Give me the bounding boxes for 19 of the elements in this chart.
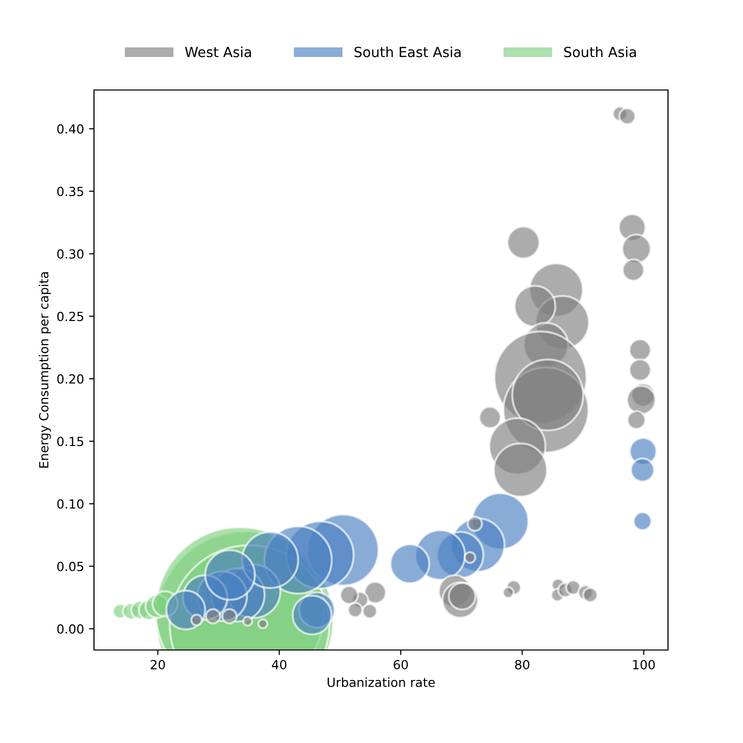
x-tick-label: 20: [150, 660, 165, 670]
y-tick-label: 0.30: [57, 249, 84, 259]
x-tick-label: 100: [633, 660, 655, 670]
x-axis-title: Urbanization rate: [328, 677, 435, 688]
x-tick-label: 80: [515, 660, 530, 670]
legend-label: South Asia: [564, 46, 636, 58]
x-tick-label: 40: [272, 660, 286, 670]
y-tick-label: 0.15: [57, 436, 84, 446]
y-tick-label: 0.25: [57, 312, 84, 322]
y-tick-label: 0.00: [57, 624, 84, 634]
y-tick-label: 0.05: [57, 562, 84, 572]
y-axis-title: Energy Consumption per capita: [38, 272, 51, 468]
y-tick-label: 0.40: [57, 124, 84, 134]
y-tick-label: 0.10: [57, 499, 84, 509]
y-tick-label: 0.35: [57, 186, 84, 196]
y-tick-label: 0.20: [57, 374, 84, 384]
legend-label: West Asia: [185, 46, 251, 58]
legend-label: South East Asia: [354, 46, 461, 58]
x-tick-label: 60: [394, 660, 408, 670]
